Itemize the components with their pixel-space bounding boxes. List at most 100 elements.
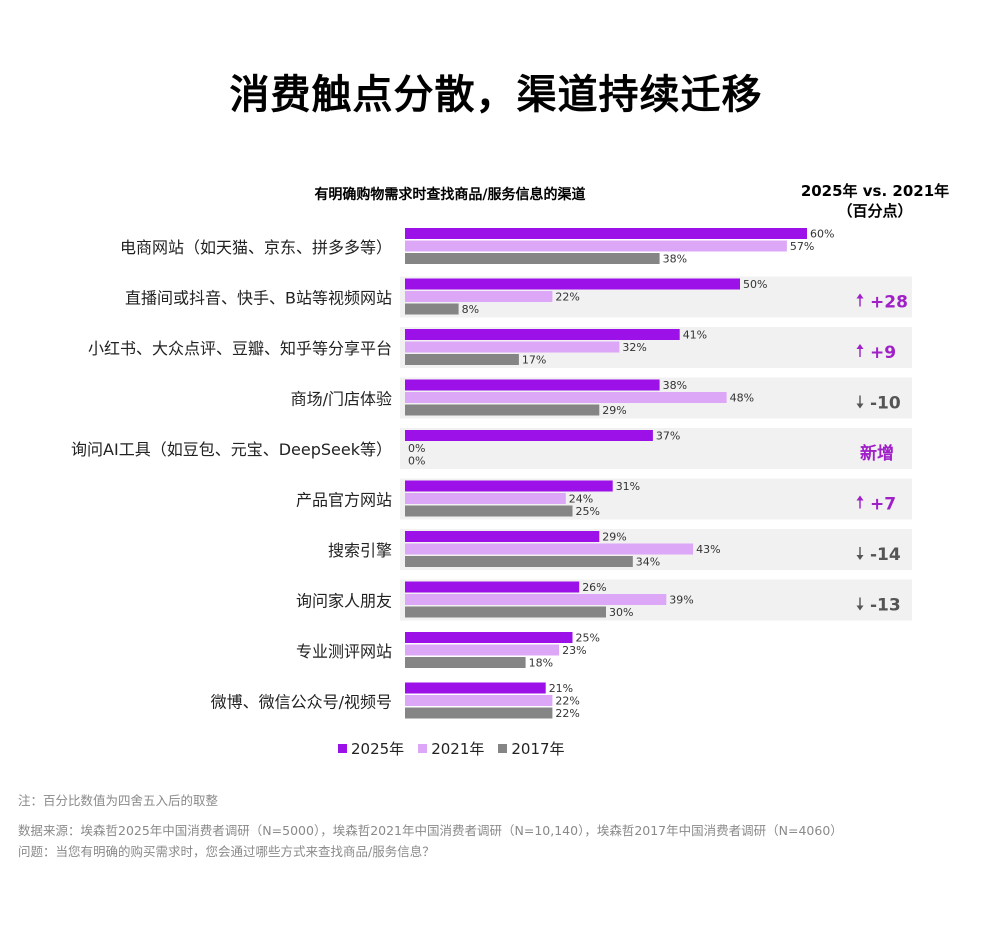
data-label: 48% [730,392,754,405]
bar [405,303,459,315]
bar [405,278,740,290]
bar [405,531,600,542]
bar [405,430,653,441]
data-label: 23% [562,644,586,657]
bar [405,632,573,643]
bar [405,505,573,517]
data-label: 0% [408,442,425,455]
category-label: 询问家人朋友 [296,592,392,611]
data-source: 数据来源：埃森哲2025年中国消费者调研（N=5000），埃森哲2021年中国消… [18,823,843,838]
bar [405,644,560,656]
data-label: 37% [656,430,680,443]
page-title: 消费触点分散，渠道持续迁移 [229,72,763,118]
bar [405,493,566,504]
category-label: 直播间或抖音、快手、B站等视频网站 [125,289,392,308]
data-label: 8% [462,303,479,316]
bar [405,543,694,555]
data-label: 18% [529,657,553,670]
bar [405,556,633,567]
delta-new-label: 新增 [860,443,894,464]
bar [405,707,553,719]
bar [405,392,727,403]
delta-column-title: 2025年 vs. 2021年 （百分点） [780,181,970,221]
arrow-down-head-icon [856,605,864,611]
arrow-up-head-icon [856,495,864,501]
category-label: 商场/门店体验 [291,390,392,409]
delta-value: -10 [870,394,901,414]
data-label: 41% [683,329,707,342]
category-label: 小红书、大众点评、豆瓣、知乎等分享平台 [88,339,392,358]
arrow-down-head-icon [856,403,864,409]
category-label: 微博、微信公众号/视频号 [211,693,392,712]
data-label: 57% [790,240,814,253]
data-label: 50% [743,278,767,291]
rounding-note: 注：百分比数值为四舍五入后的取整 [18,793,219,808]
bar [405,228,807,239]
data-label: 29% [602,404,626,417]
data-label: 32% [622,341,646,354]
arrow-down-head-icon [856,555,864,560]
bar [405,253,660,264]
legend-item-2025: 2025年 [338,738,404,759]
bar [405,341,620,353]
data-label: 39% [669,594,693,607]
category-label: 专业测评网站 [296,642,392,661]
data-label: 34% [636,556,660,569]
delta-value: -13 [870,596,901,616]
bar [405,354,519,365]
legend-swatch-2017 [498,744,508,753]
delta-value: +28 [870,293,908,313]
data-label: 26% [582,581,606,594]
data-label: 22% [555,707,579,720]
data-label: 25% [576,632,600,645]
data-label: 38% [663,253,687,266]
delta-title-line2: （百分点） [837,202,913,220]
data-label: 29% [602,531,626,544]
bar [405,682,546,694]
legend-label-2017: 2017年 [511,740,565,758]
bar [405,695,553,706]
data-label: 17% [522,354,546,367]
bar [405,379,660,391]
arrow-up-head-icon [856,344,864,349]
bar [405,581,580,593]
data-label: 22% [555,291,579,304]
data-label: 43% [696,543,720,556]
data-label: 60% [810,228,834,241]
data-label: 22% [555,695,579,708]
chart-title: 有明确购物需求时查找商品/服务信息的渠道 [314,187,586,203]
bar [405,240,787,252]
legend-item-2021: 2021年 [418,738,484,759]
footnotes: 注：百分比数值为四舍五入后的取整 数据来源：埃森哲2025年中国消费者调研（N=… [18,790,918,862]
category-label: 电商网站（如天猫、京东、拼多多等） [120,238,392,257]
data-label: 0% [408,455,425,468]
bar [405,657,526,668]
delta-title-line1: 2025年 vs. 2021年 [800,182,950,200]
data-label: 30% [609,606,633,619]
bar [405,606,606,618]
legend-swatch-2025 [338,744,347,753]
legend: 2025年 2021年 2017年 [338,738,565,759]
bar [405,594,667,605]
legend-label-2021: 2021年 [431,740,485,758]
data-label: 38% [663,379,687,392]
category-label: 询问AI工具（如豆包、元宝、DeepSeek等） [71,440,392,459]
data-label: 21% [549,682,573,695]
delta-value: -14 [870,545,901,565]
survey-question: 问题：当您有明确的购买需求时，您会通过哪些方式来查找商品/服务信息？ [18,844,435,859]
category-label: 搜索引擎 [328,541,392,560]
category-label: 产品官方网站 [296,491,392,510]
data-label: 31% [616,480,640,493]
bar [405,480,613,492]
legend-item-2017: 2017年 [498,738,565,759]
data-label: 24% [569,493,593,506]
bar [405,291,553,302]
legend-swatch-2021 [418,744,428,753]
bar [405,329,680,340]
delta-value: +9 [870,343,896,363]
arrow-up-head-icon [856,293,864,299]
legend-label-2025: 2025年 [351,740,405,758]
delta-value: +7 [870,495,896,515]
data-label: 25% [576,505,600,518]
